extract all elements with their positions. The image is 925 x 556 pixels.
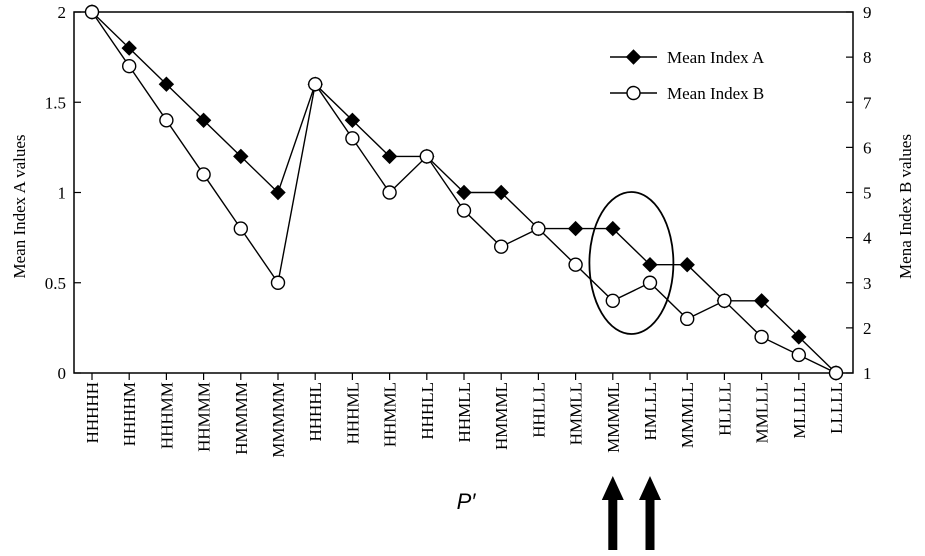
x-tick-label: HHMML <box>381 382 400 447</box>
left-tick-label: 0.5 <box>45 274 66 293</box>
data-point <box>195 112 212 129</box>
legend-label-a: Mean Index A <box>667 48 765 67</box>
data-point <box>679 256 695 273</box>
arrow-shaft <box>608 498 618 550</box>
y-axis-left-title: Mean Index A values <box>10 135 29 279</box>
annotations <box>588 191 675 550</box>
y-axis-right-title: Mena Index B values <box>896 134 915 279</box>
data-point <box>158 76 175 92</box>
data-point <box>308 76 323 92</box>
x-tick-label: HHHML <box>343 382 362 444</box>
x-tick-label: MLLLL <box>790 382 809 439</box>
x-tick-label: MMLLL <box>753 382 772 443</box>
legend-marker-a <box>625 49 642 65</box>
data-point <box>791 329 807 345</box>
x-tick-label: LLLLL <box>827 382 846 434</box>
left-tick-label: 0 <box>58 364 67 383</box>
series-2 <box>84 4 844 381</box>
data-point <box>381 148 398 165</box>
x-tick-label: HHMLL <box>455 382 474 442</box>
data-point <box>344 112 361 129</box>
data-point <box>159 113 174 128</box>
data-point <box>121 40 137 56</box>
x-tick-label: HLLLL <box>715 382 734 436</box>
data-point <box>642 275 658 290</box>
data-point <box>605 293 620 308</box>
axes: 0 0.5 1 1.5 2 1 2 3 4 5 6 7 8 9 HHHHH HHHHM HHHMM HHMMM HM… <box>10 3 915 514</box>
left-tick-label: 2 <box>58 3 67 22</box>
right-tick-label: 6 <box>863 138 872 157</box>
data-point <box>567 220 584 237</box>
right-tick-label: 4 <box>863 229 872 248</box>
data-point <box>456 184 472 201</box>
x-tick-label: HMMMM <box>232 382 251 455</box>
data-point <box>419 149 434 164</box>
arrow-head <box>639 476 661 500</box>
left-tick-label: 1 <box>58 184 67 203</box>
data-point <box>233 148 249 165</box>
arrow-shaft <box>645 498 655 550</box>
x-tick-label: MMMMM <box>269 382 288 458</box>
data-point <box>568 257 583 272</box>
right-tick-label: 2 <box>863 319 872 338</box>
x-tick-label: HHHLL <box>418 382 437 440</box>
x-tick-label: HHHMM <box>157 382 176 449</box>
x-tick-label: MMMML <box>604 382 623 453</box>
data-point <box>345 131 360 146</box>
data-point <box>531 221 546 236</box>
highlight-ellipse <box>588 191 675 335</box>
data-point <box>605 220 621 237</box>
legend-label-b: Mean Index B <box>667 84 764 103</box>
right-tick-label: 9 <box>863 3 872 22</box>
right-tick-label: 1 <box>863 364 872 383</box>
data-point <box>270 184 286 201</box>
x-tick-label: HHHHL <box>306 382 325 442</box>
x-tick-label: HMLLL <box>641 382 660 441</box>
legend: Mean Index A Mean Index B <box>610 48 765 103</box>
data-point <box>382 185 397 200</box>
data-point <box>493 184 509 201</box>
data-point <box>754 329 769 345</box>
x-tick-label: HMMML <box>492 382 511 450</box>
right-tick-label: 3 <box>863 274 872 293</box>
x-tick-label: HHHHM <box>120 382 139 446</box>
legend-marker-b <box>626 85 641 101</box>
x-tick-label: HHHHH <box>83 382 102 443</box>
data-point <box>456 203 472 218</box>
data-point <box>791 347 806 363</box>
data-point <box>270 275 286 290</box>
x-tick-label: HHMMM <box>195 382 214 452</box>
data-point <box>84 4 100 20</box>
data-point <box>828 365 844 381</box>
data-point <box>494 239 509 254</box>
arrow-head <box>601 476 624 500</box>
data-point <box>233 221 249 236</box>
series-layer <box>84 4 844 381</box>
x-tick-label: HMMLL <box>567 382 586 445</box>
x-axis-title: P′ <box>457 489 477 514</box>
x-tick-label: HHLLL <box>529 382 548 438</box>
x-tick-label: MMMLL <box>678 382 697 448</box>
right-tick-label: 8 <box>863 48 872 67</box>
data-point <box>717 293 732 308</box>
data-point <box>121 58 137 74</box>
left-tick-label: 1.5 <box>45 93 66 112</box>
data-point <box>196 167 211 182</box>
right-tick-label: 7 <box>863 93 872 112</box>
right-tick-label: 5 <box>863 184 872 203</box>
data-point <box>680 311 695 327</box>
data-point <box>642 256 658 273</box>
data-point <box>753 293 770 309</box>
